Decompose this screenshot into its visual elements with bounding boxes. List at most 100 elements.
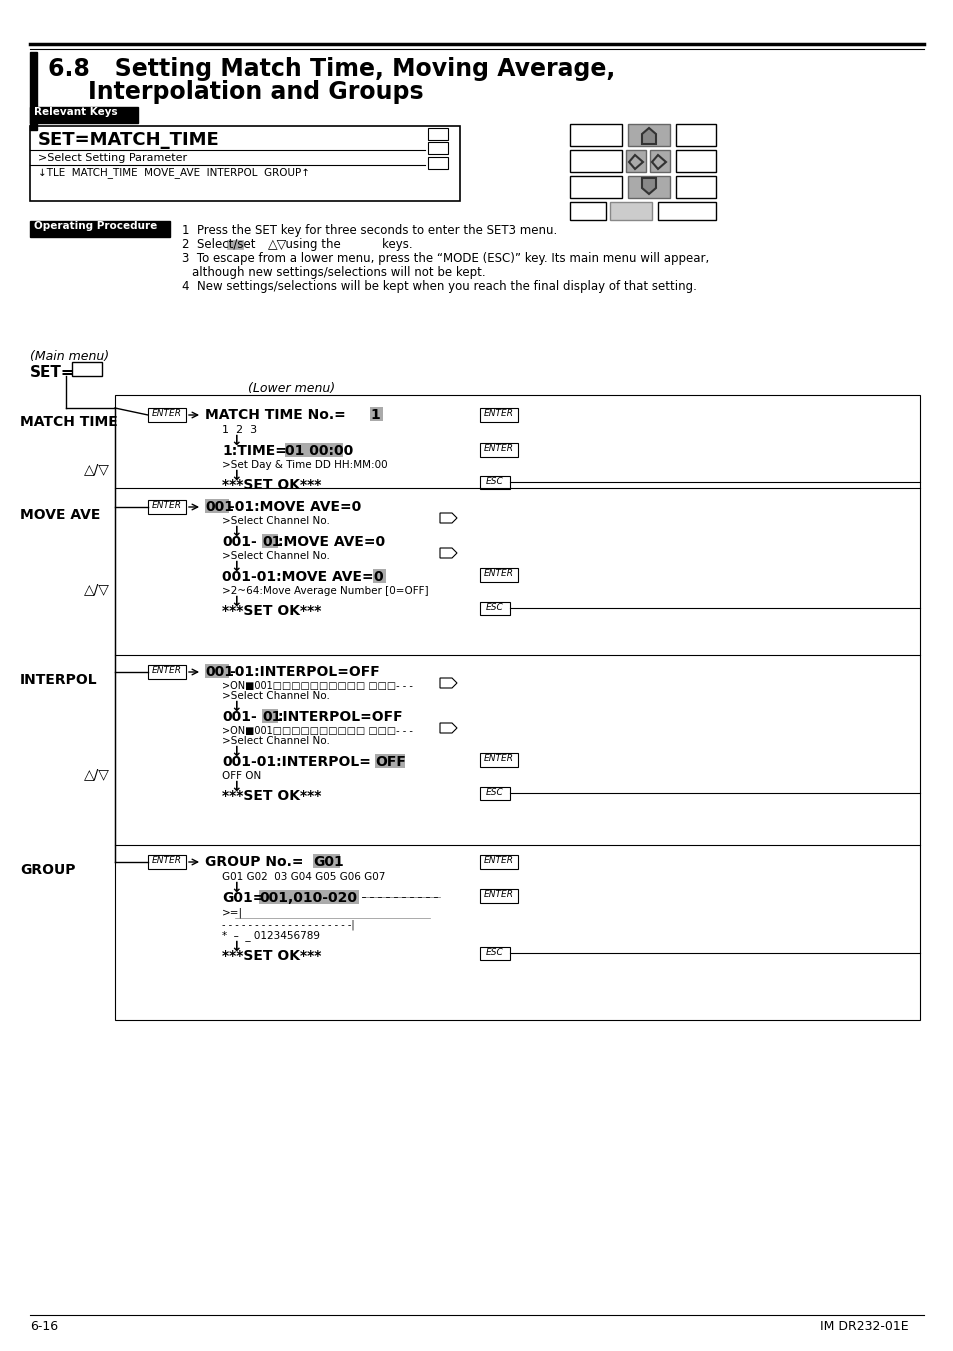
Text: -01:INTERPOL=OFF: -01:INTERPOL=OFF (229, 665, 379, 680)
Text: △/▽: △/▽ (84, 582, 110, 596)
Text: ↓: ↓ (230, 780, 241, 794)
Bar (375, 754, 405, 767)
Text: 6.8   Setting Match Time, Moving Average,: 6.8 Setting Match Time, Moving Average, (48, 57, 615, 81)
Text: *  –  _ 0123456789: * – _ 0123456789 (222, 929, 319, 940)
Text: ENTER: ENTER (483, 569, 514, 578)
Bar (676, 124, 716, 146)
Text: Operating Procedure: Operating Procedure (34, 222, 157, 231)
Bar (227, 240, 243, 249)
Bar (479, 443, 517, 457)
Bar (428, 142, 448, 154)
Polygon shape (628, 155, 642, 169)
Text: ESC: ESC (486, 603, 503, 612)
Polygon shape (641, 128, 656, 145)
Text: ↓: ↓ (230, 526, 241, 539)
Text: △/▽: △/▽ (84, 462, 110, 476)
Text: MOVE AVE: MOVE AVE (20, 508, 100, 521)
Text: - - - - - - - - - - - - - - - - - - - -|: - - - - - - - - - - - - - - - - - - - -| (222, 920, 355, 931)
Text: -01:MOVE AVE=0: -01:MOVE AVE=0 (229, 500, 361, 513)
Text: >Select Channel No.: >Select Channel No. (222, 516, 330, 526)
Text: MATCH TIME: MATCH TIME (20, 415, 117, 430)
Bar (30, 222, 170, 236)
Text: >Select Channel No.: >Select Channel No. (222, 690, 330, 701)
Text: G01 G02  03 G04 G05 G06 G07: G01 G02 03 G04 G05 G06 G07 (222, 871, 385, 882)
Text: >Set Day & Time DD HH:MM:00: >Set Day & Time DD HH:MM:00 (222, 459, 387, 470)
Text: ***SET OK***: ***SET OK*** (222, 604, 321, 617)
Bar (479, 567, 517, 582)
Text: ESC: ESC (486, 477, 503, 486)
Text: ENTER: ENTER (483, 754, 514, 763)
Text: ↓: ↓ (230, 434, 241, 449)
Bar (569, 150, 621, 172)
Text: 3  To escape from a lower menu, press the “MODE (ESC)” key. Its main menu will a: 3 To escape from a lower menu, press the… (182, 253, 708, 265)
Text: ↓: ↓ (230, 594, 241, 609)
Bar (479, 408, 517, 422)
Text: ***SET OK***: ***SET OK*** (222, 948, 321, 963)
Text: Relevant Keys: Relevant Keys (34, 107, 117, 118)
Text: ENTER: ENTER (152, 666, 182, 676)
Text: 1  Press the SET key for three seconds to enter the SET3 menu.: 1 Press the SET key for three seconds to… (182, 224, 557, 236)
Text: 01 00:00: 01 00:00 (285, 444, 353, 458)
Bar (479, 855, 517, 869)
Bar (313, 854, 339, 867)
Text: 001-01:INTERPOL=: 001-01:INTERPOL= (222, 755, 371, 769)
Text: (Main menu): (Main menu) (30, 350, 109, 363)
Text: ↓: ↓ (230, 700, 241, 713)
Text: >Select Setting Parameter: >Select Setting Parameter (38, 153, 187, 163)
Text: ↓: ↓ (230, 744, 241, 759)
Text: INTERPOL: INTERPOL (20, 673, 97, 688)
Bar (627, 176, 669, 199)
Text: ESC: ESC (486, 948, 503, 957)
Bar (479, 476, 510, 489)
Text: OFF ON: OFF ON (222, 771, 261, 781)
Text: 001: 001 (205, 665, 233, 680)
Bar (285, 443, 343, 457)
Bar (71, 362, 102, 376)
Bar (428, 128, 448, 141)
Text: :INTERPOL=OFF: :INTERPOL=OFF (277, 711, 403, 724)
Text: MATCH TIME No.=: MATCH TIME No.= (205, 408, 345, 422)
Text: although new settings/selections will not be kept.: although new settings/selections will no… (192, 266, 485, 280)
Text: GROUP No.=: GROUP No.= (205, 855, 303, 869)
Bar (658, 203, 716, 220)
Bar (479, 753, 517, 767)
Bar (148, 665, 186, 680)
Text: GROUP: GROUP (20, 863, 75, 877)
Bar (373, 569, 386, 584)
Text: SET=: SET= (30, 365, 74, 380)
Text: 6-16: 6-16 (30, 1320, 58, 1333)
Bar (115, 394, 919, 1020)
Bar (479, 788, 510, 800)
Text: 001-: 001- (222, 711, 256, 724)
Polygon shape (641, 178, 656, 195)
Bar (627, 124, 669, 146)
Bar (676, 176, 716, 199)
Bar (205, 663, 229, 678)
Text: Interpolation and Groups: Interpolation and Groups (88, 80, 423, 104)
Text: ***SET OK***: ***SET OK*** (222, 478, 321, 492)
Bar (569, 176, 621, 199)
Text: ENTER: ENTER (152, 501, 182, 509)
Text: >Select Channel No.: >Select Channel No. (222, 736, 330, 746)
Bar (569, 203, 605, 220)
Text: ↓: ↓ (230, 940, 241, 954)
Bar (262, 534, 277, 549)
Bar (205, 499, 229, 513)
Text: >2~64:Move Average Number [0=OFF]: >2~64:Move Average Number [0=OFF] (222, 586, 428, 596)
Text: ↓: ↓ (230, 561, 241, 574)
Bar (569, 124, 621, 146)
Bar (30, 126, 459, 201)
Text: 2  Select/set        using the           keys.: 2 Select/set using the keys. (182, 238, 413, 251)
Text: 01: 01 (262, 711, 281, 724)
Bar (609, 203, 651, 220)
Text: ENTER: ENTER (152, 409, 182, 417)
Text: 1:TIME=: 1:TIME= (222, 444, 287, 458)
Bar (30, 51, 37, 130)
Text: 001-: 001- (222, 535, 256, 549)
Text: >ON■001□□□□□□□□□□ □□□- - -: >ON■001□□□□□□□□□□ □□□- - - (222, 681, 413, 690)
Bar (428, 157, 448, 169)
Bar (479, 947, 510, 961)
Text: 0: 0 (373, 570, 382, 584)
Bar (148, 408, 186, 422)
Text: >ON■001□□□□□□□□□□ □□□- - -: >ON■001□□□□□□□□□□ □□□- - - (222, 725, 413, 736)
